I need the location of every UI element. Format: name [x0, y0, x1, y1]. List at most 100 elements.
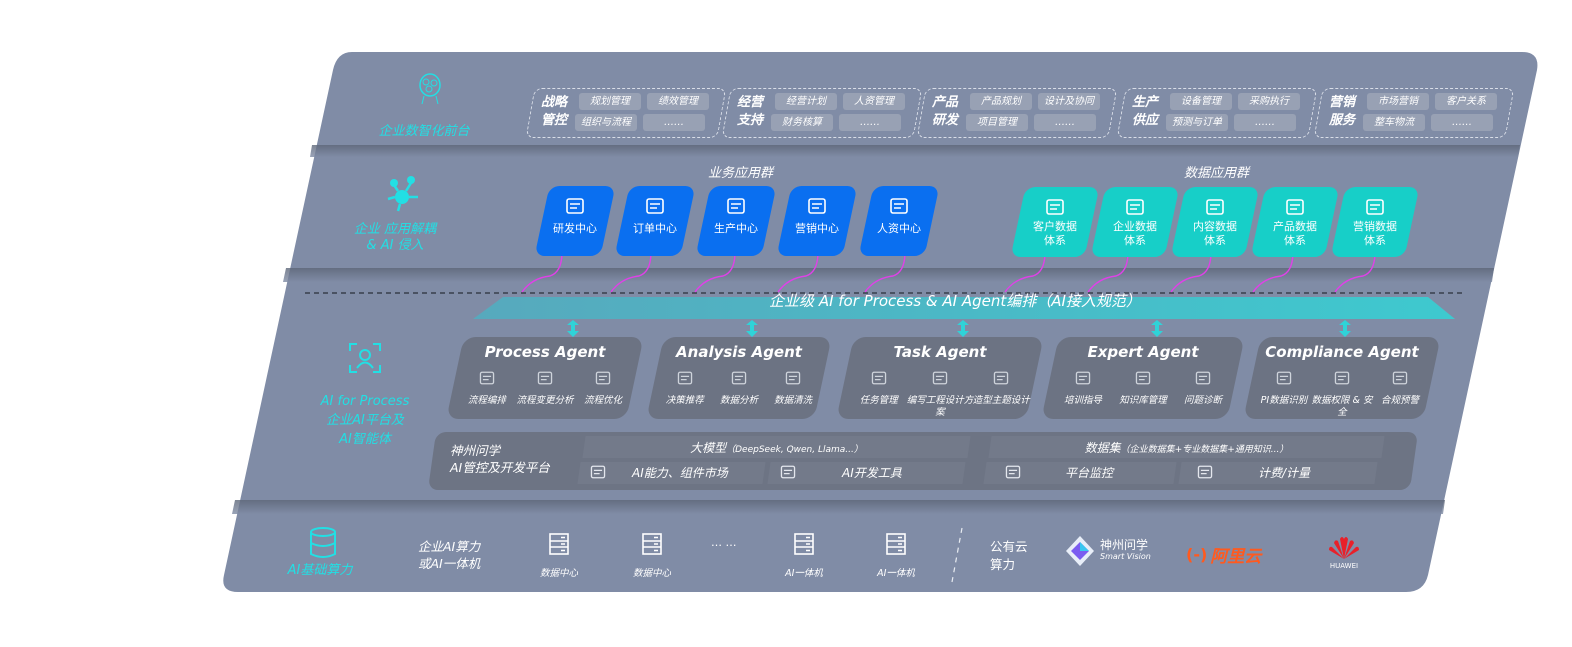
agent-card[interactable]: Compliance Agent PI数据识别 数据权限 & 安全 合规预警	[1252, 337, 1432, 419]
vendor-name: HUAWEI	[1329, 562, 1359, 570]
platform-name-line1: 神州问学	[450, 443, 501, 458]
agent-capability[interactable]: 流程变更分析	[510, 369, 580, 407]
agent-title: Analysis Agent	[676, 343, 802, 361]
enterprise-compute-line2: 或AI一体机	[418, 556, 481, 571]
platform-tool[interactable]: 计费/计量	[1258, 466, 1311, 480]
agent-title: Process Agent	[484, 343, 606, 361]
connector-curve	[777, 251, 819, 293]
connector-curve	[521, 251, 563, 293]
data-app-card[interactable]: 客户数据 体系	[1018, 187, 1092, 257]
compute-node: 数据中心	[620, 532, 684, 579]
molecule-icon	[384, 175, 424, 219]
data-app-card[interactable]: 营销数据 体系	[1338, 187, 1412, 257]
front-group: 产品研发 产品规划 设计及协同 项目管理 ……	[916, 88, 1118, 138]
platform-tool[interactable]: AI能力、组件市场	[632, 466, 728, 480]
card-label-line2: 体系	[1364, 234, 1386, 247]
agent-title: Compliance Agent	[1265, 343, 1419, 361]
module-chip[interactable]: 客户关系	[1435, 93, 1497, 110]
capability-label: 流程编排	[467, 395, 506, 406]
agent-capability[interactable]: 问题诊断	[1168, 369, 1238, 407]
module-chip[interactable]: ……	[1431, 114, 1493, 131]
chart-window-icon	[479, 371, 495, 385]
capability-label: 任务管理	[859, 395, 898, 406]
card-label-line2: 体系	[1204, 234, 1226, 247]
optimize-icon	[595, 371, 611, 385]
agent-capability[interactable]: 决策推荐	[650, 369, 720, 407]
vendor-name: 阿里云	[1210, 547, 1262, 567]
agent-card[interactable]: Analysis Agent 决策推荐 数据分析 数据清洗	[655, 337, 823, 419]
agent-capability[interactable]: 编写工程设计方案	[905, 369, 975, 419]
clean-icon	[785, 371, 801, 385]
public-cloud-line1: 公有云	[990, 539, 1028, 554]
compute-node: 数据中心	[527, 532, 591, 579]
connector-curve	[1170, 251, 1212, 293]
capability-label: 决策推荐	[665, 395, 704, 406]
module-chip[interactable]: 规划管理	[579, 93, 641, 110]
agent-capability[interactable]: 流程编排	[452, 369, 522, 407]
module-chip[interactable]: 整车物流	[1363, 114, 1425, 131]
module-chip[interactable]: 人资管理	[843, 93, 905, 110]
car-icon	[1286, 199, 1304, 215]
factory-icon	[727, 198, 745, 214]
business-app-card[interactable]: 订单中心	[622, 186, 688, 256]
agent-card[interactable]: Expert Agent 培训指导 知识库管理 问题诊断	[1050, 337, 1236, 419]
data-app-card[interactable]: 内容数据 体系	[1178, 187, 1252, 257]
public-cloud-line2: 算力	[990, 557, 1016, 572]
capability-label: 流程变更分析	[516, 395, 574, 406]
agent-card[interactable]: Process Agent 流程编排 流程变更分析 流程优化	[455, 337, 635, 419]
business-app-card[interactable]: 人资中心	[866, 186, 932, 256]
platform-tool[interactable]: AI开发工具	[842, 466, 902, 480]
business-app-card[interactable]: 营销中心	[784, 186, 850, 256]
module-chip[interactable]: ……	[839, 114, 901, 131]
card-label: 订单中心	[633, 222, 677, 235]
module-chip[interactable]: 组织与流程	[575, 114, 637, 131]
module-chip[interactable]: 设计及协同	[1038, 93, 1100, 110]
agent-capability[interactable]: 合规预警	[1365, 369, 1435, 407]
monitor-icon	[1005, 465, 1021, 479]
agent-capability[interactable]: PI数据识别	[1249, 369, 1319, 407]
agent-capability[interactable]: 造型主题设计	[966, 369, 1036, 407]
data-app-card[interactable]: 企业数据 体系	[1098, 187, 1172, 257]
module-chip[interactable]: 绩效管理	[647, 93, 709, 110]
module-chip[interactable]: ……	[1034, 114, 1096, 131]
agent-capability[interactable]: 数据权限 & 安全	[1307, 369, 1377, 419]
business-app-card[interactable]: 生产中心	[703, 186, 769, 256]
module-chip[interactable]: 采购执行	[1238, 93, 1300, 110]
agent-capability[interactable]: 知识库管理	[1108, 369, 1178, 407]
agent-capability[interactable]: 任务管理	[844, 369, 914, 407]
module-chip[interactable]: 项目管理	[966, 114, 1028, 131]
apps-label-line2: & AI 侵入	[366, 238, 424, 253]
agent-capability[interactable]: 数据分析	[704, 369, 774, 407]
platform-name-line2: AI管控及开发平台	[450, 460, 550, 475]
double-arrow-icon	[957, 320, 969, 337]
building-icon	[1126, 199, 1144, 215]
list-icon	[537, 371, 553, 385]
agent-capability[interactable]: 流程优化	[568, 369, 638, 407]
front-group: 经营支持 经营计划 人资管理 财务核算 ……	[721, 88, 923, 138]
atom-icon	[731, 371, 747, 385]
group-title: 经营支持	[737, 95, 764, 128]
server-icon	[794, 533, 814, 555]
module-chip[interactable]: 设备管理	[1170, 93, 1232, 110]
agent-capability[interactable]: 数据清洗	[758, 369, 828, 407]
card-label-line2: 体系	[1044, 234, 1066, 247]
module-chip[interactable]: ……	[1234, 114, 1296, 131]
connector-curve	[694, 251, 736, 293]
agent-capability[interactable]: 培训指导	[1048, 369, 1118, 407]
capability-label: 数据清洗	[774, 395, 813, 406]
module-chip[interactable]: 经营计划	[775, 93, 837, 110]
platform-tool[interactable]: 平台监控	[1065, 466, 1114, 480]
module-chip[interactable]: ……	[643, 114, 705, 131]
aliyun-logo: (-) 阿里云	[1186, 542, 1261, 567]
server-icon	[886, 533, 906, 555]
module-chip[interactable]: 产品规划	[970, 93, 1032, 110]
compute-node: AI一体机	[864, 532, 928, 579]
data-app-card[interactable]: 产品数据 体系	[1258, 187, 1332, 257]
banner-text: 企业级 AI for Process & AI Agent编排（AI接入规范）	[769, 292, 1141, 310]
agent-card[interactable]: Task Agent 任务管理 编写工程设计方案 造型主题设计	[845, 337, 1035, 419]
module-chip[interactable]: 预测与订单	[1166, 114, 1228, 131]
module-chip[interactable]: 财务核算	[771, 114, 833, 131]
business-app-card[interactable]: 研发中心	[542, 186, 608, 256]
layers-icon	[1135, 371, 1151, 385]
module-chip[interactable]: 市场营销	[1367, 93, 1429, 110]
